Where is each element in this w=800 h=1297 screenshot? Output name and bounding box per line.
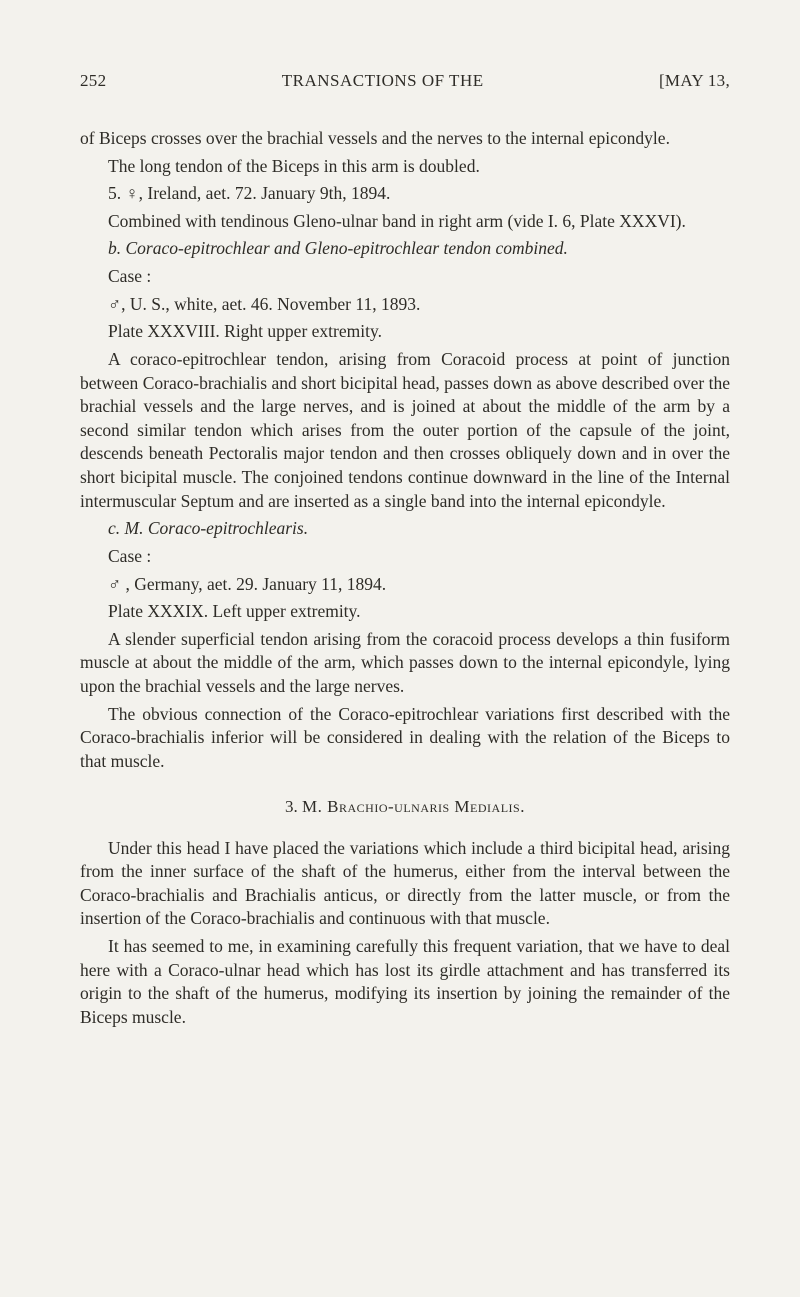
header-date: [MAY 13, bbox=[659, 70, 730, 93]
paragraph: A slender superficial tendon arising fro… bbox=[80, 628, 730, 699]
subsection-title: Coraco-epitrochlear and Gleno-epitrochle… bbox=[126, 238, 568, 258]
paragraph: A coraco-epitrochlear tendon, arising fr… bbox=[80, 348, 730, 513]
section-title: M. Brachio-ulnaris Medialis. bbox=[302, 797, 525, 816]
paragraph: Under this head I have placed the variat… bbox=[80, 837, 730, 932]
subsection-c: c. M. Coraco-epitrochlearis. bbox=[80, 517, 730, 541]
paragraph: ♂, U. S., white, aet. 46. November 11, 1… bbox=[80, 293, 730, 317]
subsection-b: b. Coraco-epitrochlear and Gleno-epitroc… bbox=[80, 237, 730, 261]
paragraph: Plate XXXVIII. Right upper extremity. bbox=[80, 320, 730, 344]
section-heading: 3. M. Brachio-ulnaris Medialis. bbox=[80, 796, 730, 819]
label: b. bbox=[108, 238, 126, 258]
paragraph: Plate XXXIX. Left upper extremity. bbox=[80, 600, 730, 624]
paragraph: ♂ , Germany, aet. 29. January 11, 1894. bbox=[80, 573, 730, 597]
page-number: 252 bbox=[80, 70, 106, 93]
case-label: Case : bbox=[80, 265, 730, 289]
paragraph: 5. ♀, Ireland, aet. 72. January 9th, 189… bbox=[80, 182, 730, 206]
paragraph: It has seemed to me, in examining carefu… bbox=[80, 935, 730, 1030]
paragraph: of Biceps crosses over the brachial vess… bbox=[80, 127, 730, 151]
label: c. bbox=[108, 518, 125, 538]
case-label: Case : bbox=[80, 545, 730, 569]
paragraph: Combined with tendinous Gleno-ulnar band… bbox=[80, 210, 730, 234]
paragraph: The long tendon of the Biceps in this ar… bbox=[80, 155, 730, 179]
page: 252 TRANSACTIONS OF THE [MAY 13, of Bice… bbox=[0, 0, 800, 1297]
running-title: TRANSACTIONS OF THE bbox=[106, 70, 659, 93]
section-number: 3. bbox=[285, 797, 302, 816]
paragraph: The obvious connection of the Coraco-epi… bbox=[80, 703, 730, 774]
subsection-title: M. Coraco-epitrochlearis. bbox=[125, 518, 309, 538]
page-header: 252 TRANSACTIONS OF THE [MAY 13, bbox=[80, 70, 730, 93]
